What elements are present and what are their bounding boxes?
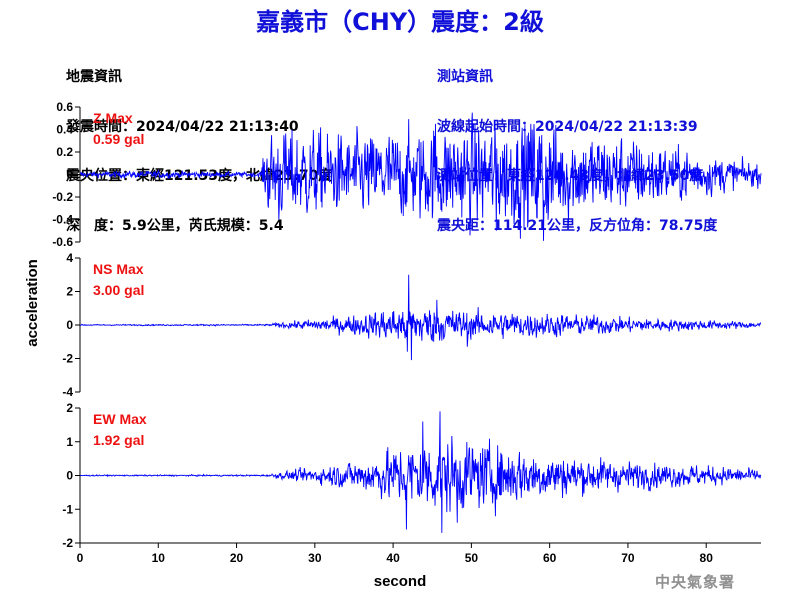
y-tick-label: -1	[62, 502, 73, 516]
y-tick-label: 4	[66, 251, 73, 265]
x-tick-label: 30	[308, 551, 322, 565]
x-tick-label: 20	[230, 551, 244, 565]
x-tick-label: 50	[465, 551, 479, 565]
max-value-ns: 3.00 gal	[93, 282, 144, 298]
x-tick-label: 60	[543, 551, 557, 565]
x-tick-label: 40	[386, 551, 400, 565]
wave-start-time: 波線起始時間：2024/04/22 21:13:39	[437, 118, 698, 135]
y-tick-label: 0	[66, 469, 73, 483]
epicentral-distance: 震央距：114.21公里，反方位角：78.75度	[437, 217, 718, 234]
y-tick-label: -2	[62, 536, 73, 550]
y-tick-label: -0.2	[52, 190, 73, 204]
chart-title: 嘉義市（CHY）震度：2級	[256, 8, 544, 36]
max-value-z: 0.59 gal	[93, 131, 144, 147]
x-tick-label: 10	[152, 551, 166, 565]
waveform-ns	[79, 274, 762, 361]
waveform-ew	[79, 411, 762, 533]
x-tick-label: 70	[621, 551, 635, 565]
max-label-ns: NS Max	[93, 261, 144, 277]
agency-logo-text: 中央氣象署	[655, 573, 736, 591]
origin-time: 發震時間：2024/04/22 21:13:40	[66, 118, 299, 135]
max-value-ew: 1.92 gal	[93, 432, 144, 448]
y-tick-label: 0	[66, 318, 73, 332]
station-info-heading: 測站資訊	[437, 69, 493, 85]
x-axis-label: second	[374, 573, 427, 590]
y-tick-label: -2	[62, 352, 73, 366]
y-tick-label: -0.4	[52, 213, 73, 227]
earthquake-info-heading: 地震資訊	[66, 69, 122, 85]
earthquake-info: 地震資訊 發震時間：2024/04/22 21:13:40 震央位置：東經121…	[66, 36, 332, 251]
station-info: 測站資訊 波線起始時間：2024/04/22 21:13:39 測站位置：東經1…	[437, 36, 717, 251]
y-tick-label: 1	[66, 435, 73, 449]
y-tick-label: 0.6	[56, 100, 73, 114]
y-tick-label: 2	[66, 401, 73, 415]
y-tick-label: 0.2	[56, 145, 73, 159]
y-tick-label: 0.4	[56, 123, 73, 137]
y-tick-label: -4	[62, 385, 73, 399]
waveform-z	[79, 112, 762, 241]
max-label-ew: EW Max	[93, 411, 147, 427]
y-tick-label: 2	[66, 285, 73, 299]
y-tick-label: 0	[66, 168, 73, 182]
max-label-z: Z Max	[93, 110, 133, 126]
x-tick-label: 0	[77, 551, 84, 565]
x-tick-label: 80	[700, 551, 714, 565]
y-tick-label: -0.6	[52, 235, 73, 249]
y-axis-label: acceleration	[24, 259, 41, 347]
depth-magnitude: 深 度：5.9公里，芮氏規模：5.4	[66, 217, 284, 234]
